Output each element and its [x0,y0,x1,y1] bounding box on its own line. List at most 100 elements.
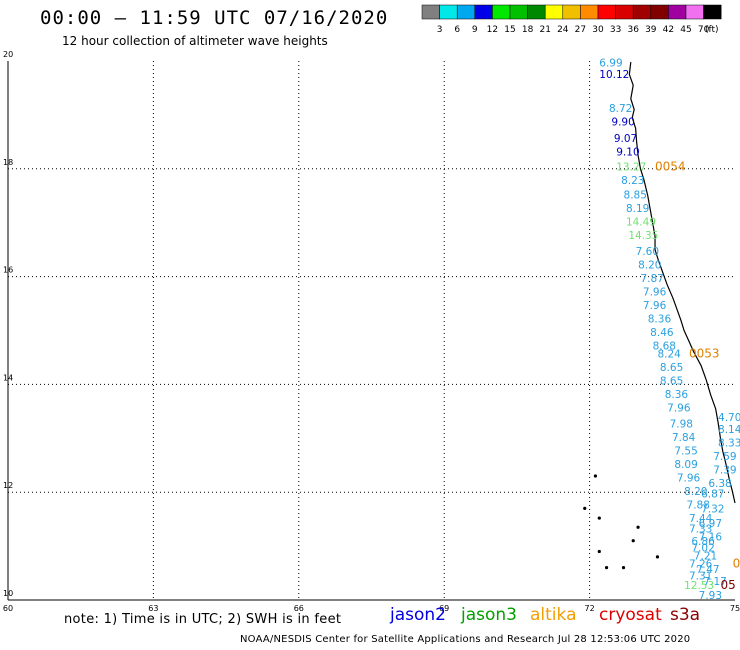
legend-label: 12 [487,25,498,35]
island-marker [621,566,626,570]
wave-height-label: 7.96 [667,402,691,414]
wave-height-label: 8.36 [648,313,672,325]
wave-height-label: 9.90 [611,117,634,129]
wave-height-label: 7.44 [689,513,713,525]
units-note: note: 1) Time is in UTC; 2) SWH is in fe… [64,612,342,627]
legend-swatch [703,4,722,20]
wave-height-label: 8.09 [674,459,697,471]
wave-height-label: 8.23 [621,175,644,187]
pass-time-label: 0 [733,557,740,571]
color-legend: 3 6 9 12 15 18 21 24 27 30 33 36 39 42 45 70(ft) [421,4,722,35]
lat-tick-label: 12 [3,481,13,490]
wave-height-label: 8.46 [650,327,674,339]
wave-height-label: 8.24 [657,348,681,360]
island-marker [593,474,598,478]
satellite-jason2: jason2 [390,605,446,625]
lat-tick-label: 14 [3,373,13,382]
wave-height-label: 7.93 [699,590,722,602]
wave-height-label: 4.70 [718,412,740,424]
legend-label: 70 [698,25,710,35]
wave-height-label: 7.55 [674,445,697,457]
island-marker [604,566,609,570]
wave-height-label: 7.47 [696,564,719,576]
pass-time-label: 0053 [689,346,720,360]
legend-label: 21 [539,25,550,35]
wave-height-label: 7.84 [672,432,696,444]
wave-height-label: 7.33 [689,524,712,536]
wave-height-label: 8.85 [624,189,647,201]
lon-tick-label: 69 [439,604,449,613]
satellite-jason3: jason3 [461,605,517,625]
wave-height-label: 7.31 [689,571,712,583]
wave-height-label: 6.38 [708,478,731,490]
legend-label: 39 [645,25,657,35]
satellite-cryosat: cryosat [599,605,662,625]
pass-time-label: 0054 [655,159,686,173]
map-subtitle: 12 hour collection of altimeter wave hei… [62,34,328,48]
wave-height-label: 14.49 [626,216,656,228]
island-marker [636,525,640,529]
lat-tick-label: 16 [3,266,13,275]
legend-label: 24 [557,25,569,35]
wave-height-label: 6.86 [691,536,715,548]
wave-height-label: 7.16 [699,532,723,544]
wave-height-label: 6.87 [701,489,724,501]
footer-credit: NOAA/NESDIS Center for Satellite Applica… [240,634,691,645]
wave-height-label: 8.68 [653,340,676,352]
wave-height-label: 7.96 [677,472,701,484]
legend-label: 18 [522,25,534,35]
lon-tick-label: 60 [3,604,13,613]
wave-height-label: 7.98 [670,419,693,431]
lat-tick-label: 20 [3,50,13,59]
wave-height-label: 8.65 [660,362,683,374]
lon-tick-label: 72 [585,604,595,613]
wave-height-label: 8.19 [626,203,649,215]
legend-label: 6 [454,25,460,35]
wave-height-label: 7.88 [687,499,710,511]
wave-height-label: 9.07 [614,133,637,145]
wave-height-label: 7.60 [636,246,659,258]
wave-height-label: 7.96 [643,300,667,312]
map-title: 00:00 – 11:59 UTC 07/16/2020 [40,7,389,29]
island-marker [631,539,635,543]
legend-label: 45 [680,25,691,35]
wave-height-label: 7.96 [643,286,667,298]
wave-height-label: 8.65 [660,375,683,387]
island-marker [583,506,587,510]
satellite-s3a: s3a [670,605,701,625]
lat-tick-label: 18 [3,158,13,167]
wave-height-label: 7.26 [689,559,713,571]
wave-height-label: 8.20 [684,486,707,498]
legend-label: 36 [627,25,639,35]
wave-height-label: 8.33 [718,437,740,449]
legend-unit: (ft) [705,25,719,35]
wave-height-label: 8.72 [609,103,632,115]
wave-height-label: 7.17 [703,576,726,588]
wave-height-label: 6.99 [599,57,622,69]
wave-height-label: 7.32 [701,504,724,516]
wave-height-label: 13.27 [616,161,646,173]
legend-label: 33 [610,25,621,35]
lat-tick-label: 10 [3,589,13,598]
wave-height-label: 12.53 [684,580,714,592]
lon-tick-label: 63 [148,604,158,613]
satellite-altika: altika [530,605,577,625]
island-marker [597,516,601,520]
island-marker [597,549,601,554]
wave-height-label: 9.10 [616,146,639,158]
wave-height-label: 7.39 [713,464,736,476]
lon-tick-label: 75 [730,604,740,613]
wave-height-label: 10.12 [599,69,629,81]
legend-label: 30 [592,25,604,35]
legend-label: 42 [663,25,674,35]
wave-height-label: 8.36 [665,389,689,401]
lon-tick-label: 66 [294,604,304,613]
legend-label: 3 [437,25,443,35]
pass-time-label: 05 [720,578,735,592]
wave-height-label: 7.21 [694,551,717,563]
legend-label: 27 [575,25,586,35]
coastline [628,62,736,504]
wave-height-label: 6.97 [699,518,722,530]
wave-height-label: 8.14 [718,424,740,436]
